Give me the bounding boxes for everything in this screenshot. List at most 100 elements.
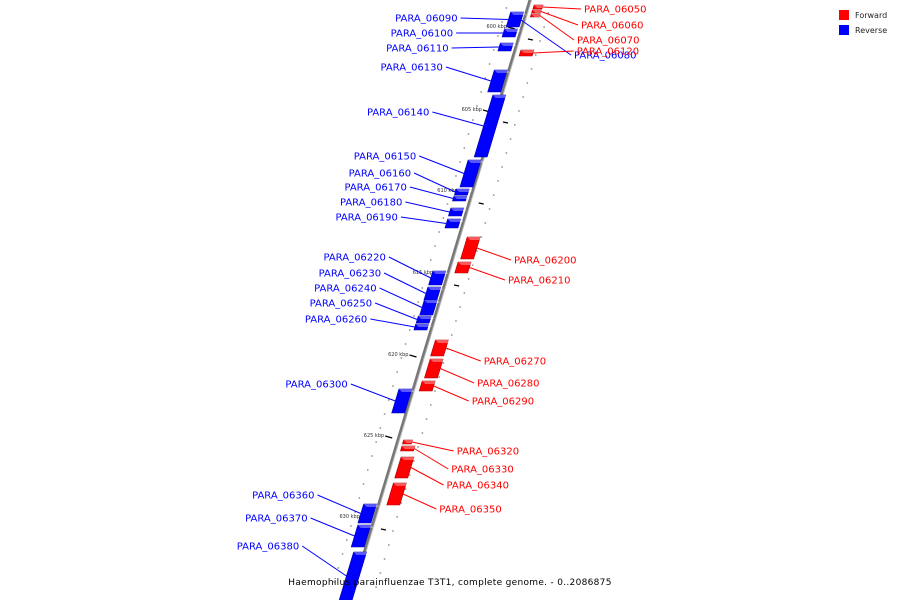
- gene-para-06160-label[interactable]: PARA_06160: [349, 169, 411, 180]
- gene-para-06100-shine: [504, 29, 521, 32]
- gene-para-06150-label[interactable]: PARA_06150: [354, 152, 416, 163]
- gene-para-06080-label[interactable]: PARA_06080: [574, 51, 636, 62]
- gene-para-06200-leader: [476, 247, 512, 261]
- gene-para-06120-leader: [532, 50, 574, 54]
- gene-para-06080-leader: [519, 18, 572, 56]
- gene-para-06290-shine: [422, 381, 439, 384]
- scale-tick-label: 615 kbp: [413, 270, 433, 276]
- gene-para-06250-block[interactable]: [415, 315, 432, 324]
- gene-para-06380-block[interactable]: [338, 551, 368, 600]
- gene-para-06360-block[interactable]: [357, 503, 378, 524]
- gene-para-06060-label[interactable]: PARA_06060: [581, 21, 643, 32]
- gene-para-06200-label[interactable]: PARA_06200: [514, 256, 576, 267]
- gene-para-06140-block[interactable]: [473, 94, 507, 158]
- gene-para-06230-shine: [427, 287, 444, 290]
- genome-caption: Haemophilus parainfluenzae T3T1, complet…: [288, 578, 612, 588]
- gene-para-06220-block[interactable]: [428, 270, 447, 286]
- scale-tick: [385, 435, 393, 439]
- gene-para-06300-block[interactable]: [391, 388, 413, 414]
- gene-para-06380-label[interactable]: PARA_06380: [237, 542, 299, 553]
- gene-para-06190-block[interactable]: [444, 218, 462, 229]
- gene-para-06240-shine: [424, 300, 441, 303]
- gene-para-06100-label[interactable]: PARA_06100: [391, 29, 453, 40]
- gene-para-06160-shine: [456, 189, 473, 192]
- gene-para-06170-label[interactable]: PARA_06170: [344, 183, 406, 194]
- gene-para-06120-block[interactable]: [518, 49, 535, 57]
- gene-para-06330-leader: [413, 448, 449, 470]
- gene-para-06290-block[interactable]: [418, 380, 436, 392]
- gene-para-06160-block[interactable]: [453, 188, 470, 196]
- gene-para-06320-label[interactable]: PARA_06320: [457, 447, 519, 458]
- gene-para-06270-label[interactable]: PARA_06270: [484, 357, 546, 368]
- gene-para-06180-label[interactable]: PARA_06180: [340, 198, 402, 209]
- gene-para-06350-block[interactable]: [386, 482, 407, 506]
- gene-para-06130-block[interactable]: [487, 69, 508, 93]
- gene-para-06120-shine: [520, 50, 537, 53]
- gene-para-06150-shine: [468, 160, 485, 163]
- gene-para-06340-block[interactable]: [394, 456, 415, 479]
- gene-para-06370-label[interactable]: PARA_06370: [245, 514, 307, 525]
- gene-para-06120-label[interactable]: PARA_06120: [577, 47, 639, 58]
- gene-para-06340-leader: [410, 467, 444, 486]
- gene-para-06250-label[interactable]: PARA_06250: [310, 299, 372, 310]
- gene-para-06330-label[interactable]: PARA_06330: [451, 465, 513, 476]
- gene-para-06260-label[interactable]: PARA_06260: [305, 315, 367, 326]
- gene-para-06220-label[interactable]: PARA_06220: [323, 253, 385, 264]
- gene-para-06320-leader: [411, 441, 454, 452]
- gene-para-06150-block[interactable]: [459, 159, 482, 188]
- gene-para-06350-label[interactable]: PARA_06350: [439, 505, 501, 516]
- legend-swatch-reverse: [839, 25, 849, 35]
- gene-para-06090-leader: [460, 17, 509, 20]
- gene-para-06190-label[interactable]: PARA_06190: [335, 213, 397, 224]
- scale-tick-minor: [527, 38, 534, 41]
- gene-para-06260-block[interactable]: [413, 323, 430, 331]
- gene-para-06180-block[interactable]: [447, 207, 465, 217]
- gene-para-06320-block[interactable]: [401, 439, 414, 445]
- gene-para-06050-block[interactable]: [532, 4, 544, 10]
- gene-para-06200-block[interactable]: [460, 236, 481, 260]
- gene-para-06210-label[interactable]: PARA_06210: [508, 276, 570, 287]
- gene-para-06340-label[interactable]: PARA_06340: [447, 481, 509, 492]
- scale-tick: [507, 26, 516, 30]
- gene-para-06200-shine: [467, 237, 484, 240]
- gene-para-06050-label[interactable]: PARA_06050: [584, 5, 646, 16]
- gene-para-06290-label[interactable]: PARA_06290: [472, 397, 534, 408]
- scale-tick-label: 600 kbp: [487, 24, 507, 30]
- gene-para-06380-leader: [301, 545, 347, 577]
- gene-para-06090-label[interactable]: PARA_06090: [395, 14, 457, 25]
- gene-para-06090-block[interactable]: [505, 11, 525, 28]
- gene-para-06360-leader: [317, 494, 361, 514]
- gene-para-06300-label[interactable]: PARA_06300: [285, 380, 347, 391]
- gene-para-06050-leader: [542, 6, 582, 10]
- gene-para-06330-shine: [401, 446, 418, 449]
- gene-para-06170-block[interactable]: [452, 195, 468, 202]
- scale-tick-label: 625 kbp: [364, 433, 384, 439]
- gene-para-06210-leader: [469, 267, 506, 281]
- gene-para-06060-block[interactable]: [531, 9, 542, 14]
- gene-para-06270-block[interactable]: [430, 339, 449, 357]
- legend-swatch-forward: [839, 10, 849, 20]
- gene-para-06370-block[interactable]: [350, 524, 372, 548]
- gene-para-06370-shine: [357, 525, 374, 528]
- gene-para-06060-shine: [532, 10, 545, 13]
- gene-para-06300-leader: [350, 383, 396, 402]
- gene-para-06170-leader: [409, 186, 454, 199]
- gene-para-06210-block[interactable]: [454, 261, 472, 274]
- gene-para-06070-block[interactable]: [529, 13, 541, 18]
- gene-para-06160-leader: [413, 172, 456, 193]
- gene-para-06280-block[interactable]: [424, 358, 444, 379]
- gene-para-06240-block[interactable]: [419, 299, 438, 316]
- gene-para-06240-label[interactable]: PARA_06240: [314, 284, 376, 295]
- gene-para-06070-label[interactable]: PARA_06070: [577, 36, 639, 47]
- gene-para-06100-block[interactable]: [501, 28, 518, 38]
- gene-para-06110-block[interactable]: [497, 42, 514, 52]
- gene-para-06250-leader: [374, 302, 418, 320]
- gene-para-06330-block[interactable]: [400, 445, 416, 452]
- gene-para-06230-label[interactable]: PARA_06230: [319, 269, 381, 280]
- gene-para-06360-label[interactable]: PARA_06360: [252, 491, 314, 502]
- gene-para-06130-label[interactable]: PARA_06130: [380, 63, 442, 74]
- gene-para-06140-label[interactable]: PARA_06140: [367, 108, 429, 119]
- gene-para-06280-label[interactable]: PARA_06280: [477, 379, 539, 390]
- gene-para-06110-label[interactable]: PARA_06110: [386, 44, 448, 55]
